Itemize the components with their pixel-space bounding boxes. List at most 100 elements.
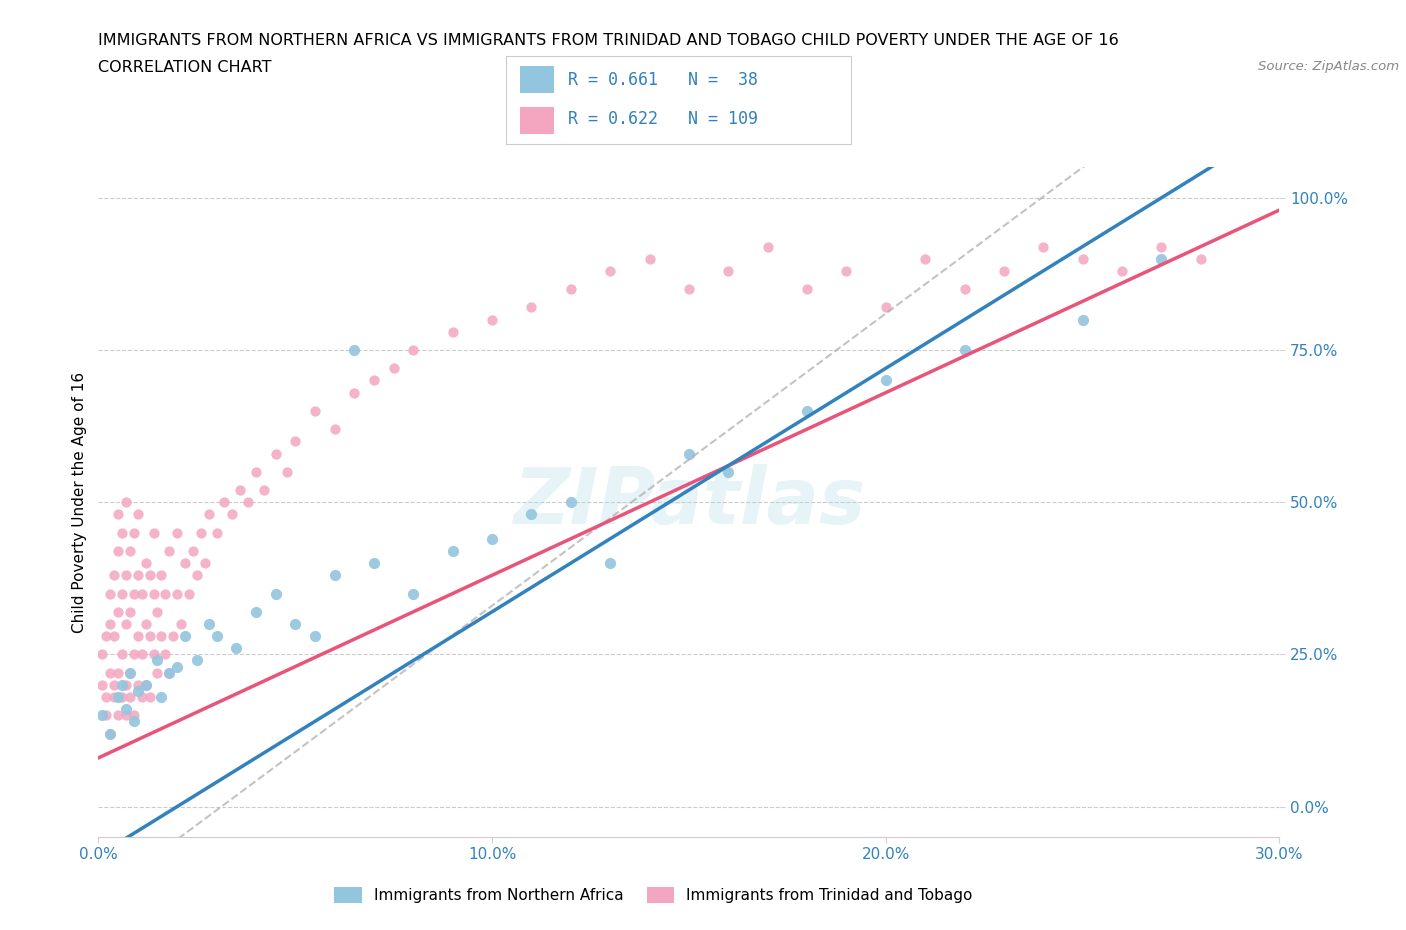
Y-axis label: Child Poverty Under the Age of 16: Child Poverty Under the Age of 16	[72, 372, 87, 632]
Point	[678, 446, 700, 461]
Point	[190, 525, 212, 540]
Point	[122, 708, 145, 723]
Point	[111, 689, 134, 704]
Point	[638, 251, 661, 266]
Point	[103, 689, 125, 704]
Point	[103, 568, 125, 583]
Point	[205, 629, 228, 644]
Point	[953, 342, 976, 357]
Point	[284, 617, 307, 631]
Point	[150, 629, 173, 644]
Point	[304, 629, 326, 644]
Point	[181, 543, 204, 558]
Point	[96, 689, 118, 704]
Point	[118, 665, 141, 680]
Point	[221, 507, 243, 522]
Point	[162, 629, 184, 644]
Point	[1111, 263, 1133, 278]
Point	[115, 708, 138, 723]
Point	[560, 495, 582, 510]
Point	[1189, 251, 1212, 266]
Point	[276, 464, 298, 479]
Point	[127, 507, 149, 522]
Point	[402, 342, 425, 357]
Point	[875, 373, 897, 388]
Text: R = 0.661   N =  38: R = 0.661 N = 38	[568, 71, 758, 88]
Point	[98, 617, 121, 631]
Point	[138, 629, 160, 644]
Point	[363, 555, 385, 570]
Point	[91, 647, 114, 662]
Point	[115, 568, 138, 583]
Point	[107, 604, 129, 619]
Point	[197, 617, 219, 631]
Point	[225, 641, 247, 656]
Point	[177, 586, 200, 601]
Point	[107, 708, 129, 723]
Point	[236, 495, 259, 510]
Point	[599, 555, 621, 570]
Point	[717, 464, 740, 479]
Point	[115, 495, 138, 510]
Point	[98, 665, 121, 680]
Point	[118, 665, 141, 680]
Text: Source: ZipAtlas.com: Source: ZipAtlas.com	[1258, 60, 1399, 73]
Point	[284, 434, 307, 449]
Point	[166, 525, 188, 540]
Point	[1071, 312, 1094, 327]
Point	[107, 507, 129, 522]
Point	[166, 586, 188, 601]
Text: CORRELATION CHART: CORRELATION CHART	[98, 60, 271, 75]
Point	[138, 689, 160, 704]
Point	[678, 282, 700, 297]
Point	[245, 464, 267, 479]
Point	[481, 312, 503, 327]
Point	[142, 647, 165, 662]
Point	[1150, 251, 1173, 266]
Bar	[520, 107, 554, 134]
Point	[142, 586, 165, 601]
Point	[122, 525, 145, 540]
Point	[142, 525, 165, 540]
Point	[91, 677, 114, 692]
Point	[914, 251, 936, 266]
Point	[111, 586, 134, 601]
Point	[186, 653, 208, 668]
Point	[122, 647, 145, 662]
Point	[229, 483, 252, 498]
Point	[127, 629, 149, 644]
Point	[107, 665, 129, 680]
Point	[953, 282, 976, 297]
Point	[122, 714, 145, 729]
Point	[122, 586, 145, 601]
Point	[157, 543, 180, 558]
Point	[835, 263, 858, 278]
Point	[323, 568, 346, 583]
Text: ZIPatlas: ZIPatlas	[513, 464, 865, 540]
Point	[1071, 251, 1094, 266]
Point	[111, 677, 134, 692]
Point	[245, 604, 267, 619]
Point	[150, 568, 173, 583]
Point	[205, 525, 228, 540]
Point	[127, 568, 149, 583]
Point	[127, 677, 149, 692]
Point	[756, 239, 779, 254]
Point	[166, 659, 188, 674]
Point	[197, 507, 219, 522]
Point	[96, 708, 118, 723]
Point	[96, 629, 118, 644]
Point	[98, 726, 121, 741]
Point	[796, 404, 818, 418]
Point	[146, 665, 169, 680]
Point	[170, 617, 193, 631]
Text: IMMIGRANTS FROM NORTHERN AFRICA VS IMMIGRANTS FROM TRINIDAD AND TOBAGO CHILD POV: IMMIGRANTS FROM NORTHERN AFRICA VS IMMIG…	[98, 33, 1119, 47]
Point	[264, 446, 287, 461]
Point	[441, 325, 464, 339]
Point	[115, 617, 138, 631]
Point	[127, 684, 149, 698]
Text: R = 0.622   N = 109: R = 0.622 N = 109	[568, 111, 758, 128]
Bar	[520, 66, 554, 93]
Point	[135, 555, 157, 570]
Point	[441, 543, 464, 558]
